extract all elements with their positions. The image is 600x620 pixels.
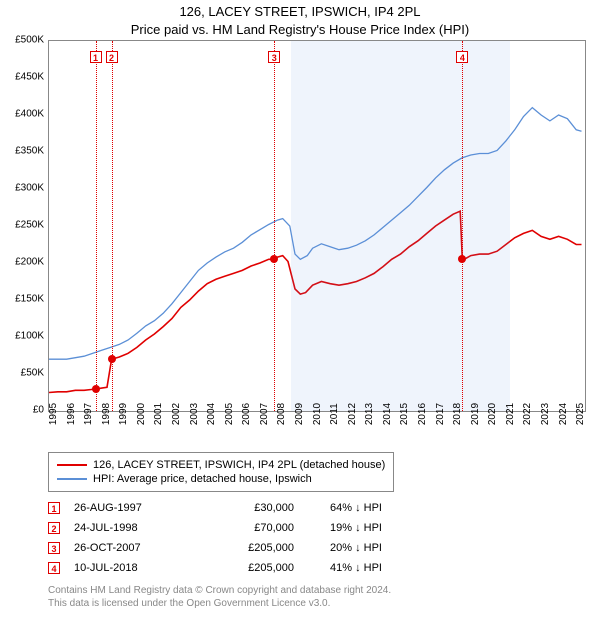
sales-price: £205,000 bbox=[204, 562, 330, 574]
x-tick-label: 2000 bbox=[136, 403, 147, 425]
y-tick-label: £400K bbox=[0, 109, 44, 120]
y-tick-label: £300K bbox=[0, 183, 44, 194]
x-tick-label: 2015 bbox=[399, 403, 410, 425]
sales-row: 3 26-OCT-2007£205,00020% ↓ HPI bbox=[48, 538, 440, 558]
y-tick-label: £350K bbox=[0, 146, 44, 157]
x-tick-label: 2025 bbox=[575, 403, 586, 425]
sales-date: 26-AUG-1997 bbox=[74, 502, 204, 514]
y-tick-label: £50K bbox=[0, 368, 44, 379]
sales-hpi: 41% ↓ HPI bbox=[330, 562, 440, 574]
x-tick-label: 2017 bbox=[435, 403, 446, 425]
x-tick-label: 2016 bbox=[417, 403, 428, 425]
title-address: 126, LACEY STREET, IPSWICH, IP4 2PL bbox=[0, 4, 600, 19]
sales-price: £30,000 bbox=[204, 502, 330, 514]
attribution-line2: This data is licensed under the Open Gov… bbox=[48, 597, 391, 610]
sales-marker-box: 2 bbox=[48, 522, 60, 534]
y-tick-label: £250K bbox=[0, 220, 44, 231]
x-tick-label: 2003 bbox=[189, 403, 200, 425]
x-tick-label: 2004 bbox=[206, 403, 217, 425]
legend-swatch bbox=[57, 464, 87, 466]
sale-vline bbox=[96, 41, 97, 411]
x-tick-label: 2014 bbox=[382, 403, 393, 425]
sale-vline bbox=[274, 41, 275, 411]
sales-marker-box: 4 bbox=[48, 562, 60, 574]
y-axis: £0£50K£100K£150K£200K£250K£300K£350K£400… bbox=[0, 40, 44, 410]
legend-item: 126, LACEY STREET, IPSWICH, IP4 2PL (det… bbox=[57, 459, 385, 471]
legend-label: HPI: Average price, detached house, Ipsw… bbox=[93, 473, 312, 485]
y-tick-label: £150K bbox=[0, 294, 44, 305]
x-tick-label: 1997 bbox=[83, 403, 94, 425]
sales-date: 10-JUL-2018 bbox=[74, 562, 204, 574]
x-tick-label: 2011 bbox=[329, 403, 340, 425]
x-tick-label: 1998 bbox=[101, 403, 112, 425]
attribution: Contains HM Land Registry data © Crown c… bbox=[48, 584, 391, 610]
sales-price: £70,000 bbox=[204, 522, 330, 534]
sales-row: 2 24-JUL-1998£70,00019% ↓ HPI bbox=[48, 518, 440, 538]
attribution-line1: Contains HM Land Registry data © Crown c… bbox=[48, 584, 391, 597]
sale-marker-box: 3 bbox=[268, 51, 280, 63]
sale-dot bbox=[108, 355, 116, 363]
x-tick-label: 2009 bbox=[294, 403, 305, 425]
x-tick-label: 2023 bbox=[540, 403, 551, 425]
x-tick-label: 2013 bbox=[364, 403, 375, 425]
recession-shade bbox=[291, 41, 511, 411]
x-tick-label: 2022 bbox=[522, 403, 533, 425]
x-tick-label: 2008 bbox=[276, 403, 287, 425]
x-tick-label: 2020 bbox=[487, 403, 498, 425]
sales-date: 24-JUL-1998 bbox=[74, 522, 204, 534]
sales-date: 26-OCT-2007 bbox=[74, 542, 204, 554]
x-tick-label: 1999 bbox=[118, 403, 129, 425]
y-tick-label: £100K bbox=[0, 331, 44, 342]
x-tick-label: 2021 bbox=[505, 403, 516, 425]
sales-table: 1 26-AUG-1997£30,00064% ↓ HPI 2 24-JUL-1998… bbox=[48, 498, 440, 578]
y-tick-label: £500K bbox=[0, 35, 44, 46]
x-tick-label: 2019 bbox=[470, 403, 481, 425]
sale-marker-box: 4 bbox=[456, 51, 468, 63]
x-tick-label: 2018 bbox=[452, 403, 463, 425]
plot-area: 12 3 4 bbox=[48, 40, 586, 412]
x-tick-label: 2002 bbox=[171, 403, 182, 425]
x-tick-label: 1996 bbox=[66, 403, 77, 425]
y-tick-label: £450K bbox=[0, 72, 44, 83]
chart-container: 126, LACEY STREET, IPSWICH, IP4 2PL Pric… bbox=[0, 0, 600, 620]
sale-marker-box: 2 bbox=[106, 51, 118, 63]
x-axis: 1995199619971998199920002001200220032004… bbox=[48, 412, 584, 448]
y-tick-label: £200K bbox=[0, 257, 44, 268]
sale-marker-box: 1 bbox=[90, 51, 102, 63]
legend-label: 126, LACEY STREET, IPSWICH, IP4 2PL (det… bbox=[93, 459, 385, 471]
sales-marker-box: 1 bbox=[48, 502, 60, 514]
sale-dot bbox=[458, 255, 466, 263]
sale-dot bbox=[92, 385, 100, 393]
x-tick-label: 2010 bbox=[312, 403, 323, 425]
sale-vline bbox=[462, 41, 463, 411]
x-tick-label: 2001 bbox=[153, 403, 164, 425]
sales-hpi: 19% ↓ HPI bbox=[330, 522, 440, 534]
legend-item: HPI: Average price, detached house, Ipsw… bbox=[57, 473, 385, 485]
sales-hpi: 20% ↓ HPI bbox=[330, 542, 440, 554]
x-tick-label: 2005 bbox=[224, 403, 235, 425]
legend: 126, LACEY STREET, IPSWICH, IP4 2PL (det… bbox=[48, 452, 394, 492]
sales-row: 4 10-JUL-2018£205,00041% ↓ HPI bbox=[48, 558, 440, 578]
x-tick-label: 2012 bbox=[347, 403, 358, 425]
y-tick-label: £0 bbox=[0, 405, 44, 416]
title-subtitle: Price paid vs. HM Land Registry's House … bbox=[0, 22, 600, 37]
sales-hpi: 64% ↓ HPI bbox=[330, 502, 440, 514]
x-tick-label: 2024 bbox=[558, 403, 569, 425]
sales-marker-box: 3 bbox=[48, 542, 60, 554]
sales-row: 1 26-AUG-1997£30,00064% ↓ HPI bbox=[48, 498, 440, 518]
sale-dot bbox=[270, 255, 278, 263]
x-tick-label: 2007 bbox=[259, 403, 270, 425]
legend-swatch bbox=[57, 478, 87, 480]
x-tick-label: 2006 bbox=[241, 403, 252, 425]
x-tick-label: 1995 bbox=[48, 403, 59, 425]
sales-price: £205,000 bbox=[204, 542, 330, 554]
